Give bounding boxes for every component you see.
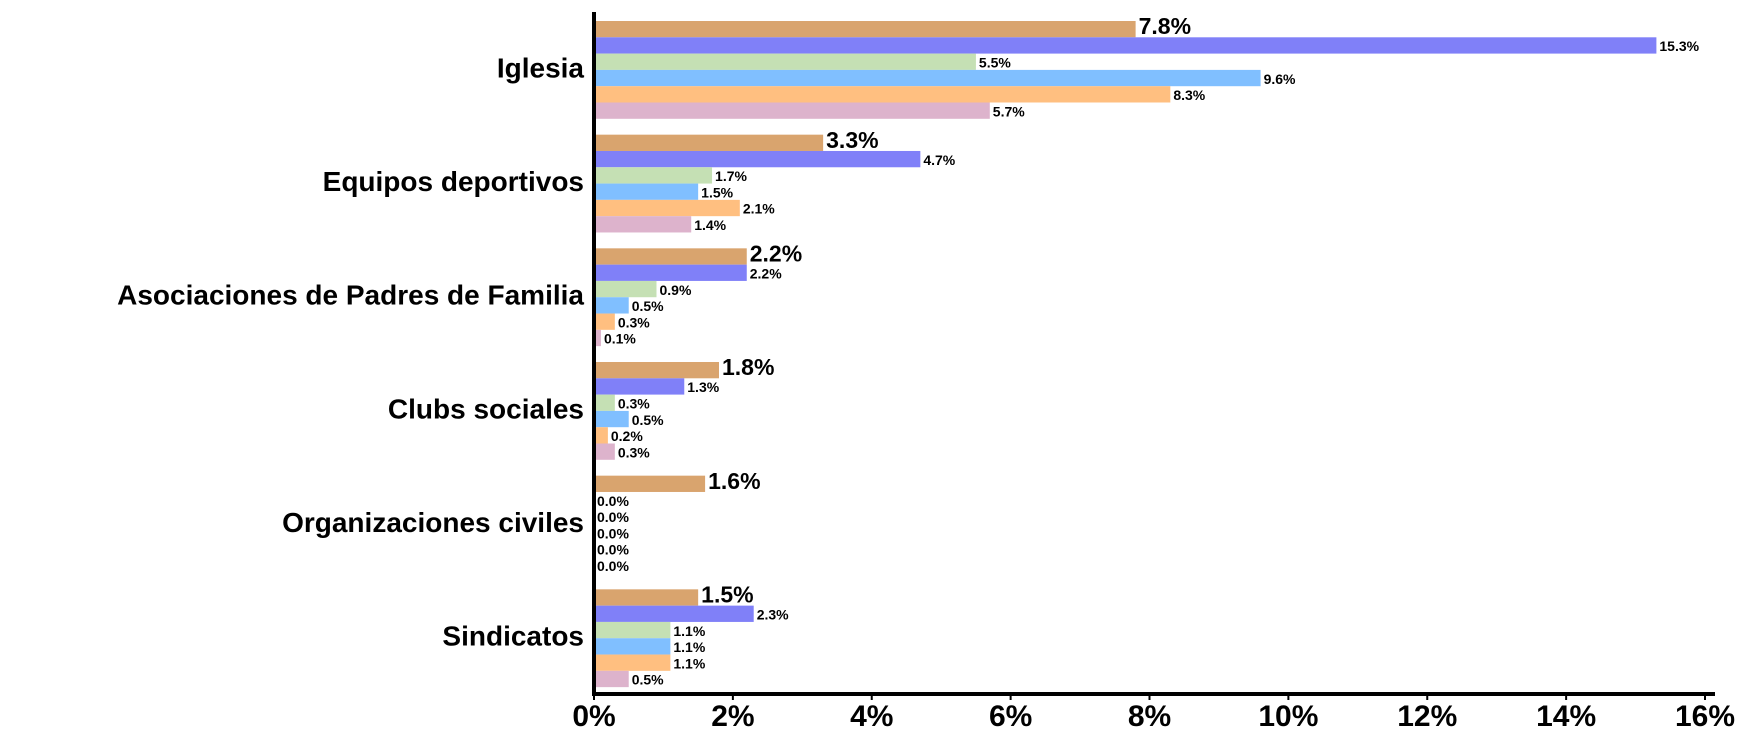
value-label: 0.0% [597,509,629,525]
bar [594,475,706,492]
bar [594,248,747,265]
bar [594,621,671,639]
value-label: 0.9% [659,282,691,298]
value-label: 1.5% [701,184,733,200]
bar [594,167,713,184]
value-label: 1.7% [715,168,747,184]
value-label: 5.7% [993,103,1025,119]
value-label: 1.4% [694,217,726,233]
bar [594,654,671,671]
x-tick-label: 10% [1258,700,1318,731]
value-label: 1.1% [673,655,705,671]
value-label: 0.3% [618,314,650,330]
x-tick-label: 0% [572,700,615,731]
bar [594,670,629,688]
x-tick-label: 4% [850,700,893,731]
bar [594,21,1136,38]
value-label: 0.0% [597,542,629,558]
value-label: 1.6% [708,468,760,494]
bar [594,329,601,347]
value-label: 8.3% [1173,87,1205,103]
value-label: 5.5% [979,54,1011,70]
value-label: 15.3% [1659,38,1699,54]
value-label: 1.3% [687,379,719,395]
value-label: 0.5% [632,412,664,428]
bar [594,53,976,70]
value-label: 2.1% [743,201,775,217]
category-label: Clubs sociales [388,393,584,424]
bar [594,134,824,151]
bar [594,378,685,395]
bar [594,410,629,428]
bar [594,313,615,330]
x-tick-label: 14% [1536,700,1596,731]
bar [594,264,747,281]
bar [594,394,615,411]
value-label: 0.0% [597,525,629,541]
x-tick-label: 6% [989,700,1032,731]
value-label: 7.8% [1139,13,1191,39]
value-label: 2.2% [750,241,802,267]
bar [594,216,692,233]
value-label: 1.1% [673,639,705,655]
bar [594,102,990,119]
bar [594,605,754,622]
bar [594,150,921,168]
bar [594,183,699,200]
value-label: 1.5% [701,582,753,608]
value-label: 0.1% [604,331,636,347]
category-label: Equipos deportivos [323,166,584,197]
category-label: Sindicatos [442,621,584,652]
bar [594,37,1657,54]
value-label: 0.0% [597,558,629,574]
value-label: 3.3% [826,127,878,153]
value-label: 1.1% [673,623,705,639]
bar [594,427,608,444]
bar [594,69,1261,87]
value-label: 0.0% [597,493,629,509]
bar [594,443,615,460]
value-label: 0.5% [632,298,664,314]
x-tick-label: 2% [711,700,754,731]
value-label: 2.2% [750,265,782,281]
bar [594,297,629,314]
bar [594,638,671,655]
value-label: 0.3% [618,444,650,460]
bar [594,362,719,379]
category-label: Iglesia [497,52,585,83]
value-label: 1.8% [722,354,774,380]
value-label: 4.7% [923,152,955,168]
value-label: 0.2% [611,428,643,444]
x-tick-label: 16% [1675,700,1735,731]
category-label: Organizaciones civiles [282,507,584,538]
value-label: 0.3% [618,395,650,411]
x-tick-label: 8% [1128,700,1171,731]
bar [594,589,699,606]
bar [594,280,657,298]
bar [594,86,1171,103]
category-label: Asociaciones de Padres de Familia [117,280,584,311]
value-label: 9.6% [1264,71,1296,87]
value-label: 2.3% [757,606,789,622]
bar [594,199,740,217]
value-label: 0.5% [632,672,664,688]
x-tick-label: 12% [1397,700,1457,731]
